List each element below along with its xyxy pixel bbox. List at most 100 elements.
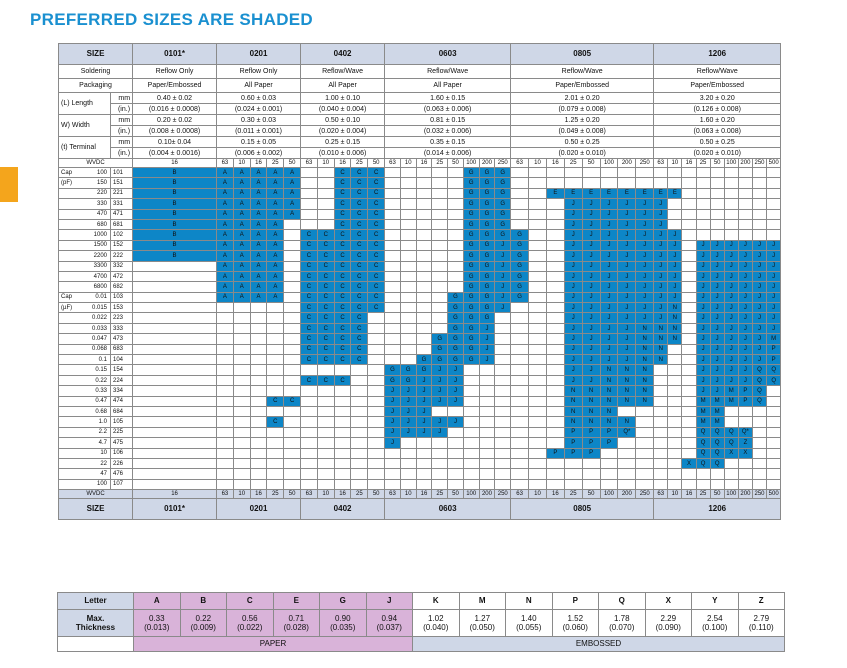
- grid-cell: J: [695, 302, 711, 314]
- length-mm: 0.40 ± 0.02: [132, 92, 218, 104]
- thickness-in: (0.037): [376, 623, 402, 632]
- voltage-cell: 100: [723, 158, 739, 168]
- grid-cell: [709, 187, 725, 200]
- grid-cell: [494, 416, 512, 428]
- grid-cell: J: [617, 229, 637, 241]
- grid-cell: [681, 333, 697, 345]
- cap-value: 0.068: [85, 343, 111, 356]
- unit-in: (in.): [109, 103, 134, 115]
- grid-cell: [216, 405, 234, 418]
- grid-cell: J: [709, 343, 725, 356]
- grid-cell: [510, 437, 530, 449]
- grid-cell: J: [653, 250, 669, 262]
- table-row: 0.22 224 C C C G G J J J J J N N N J J J J Q Q: [58, 374, 782, 387]
- thickness-mm: 0.94: [381, 613, 398, 623]
- length-in: (0.126 ± 0.008): [653, 103, 782, 115]
- grid-cell: J: [599, 343, 619, 356]
- grid-cell: [681, 447, 697, 459]
- grid-cell: C: [333, 177, 352, 189]
- grid-cell: [132, 354, 218, 366]
- thickness-in: (0.013): [144, 623, 170, 632]
- voltage-cell: 10: [232, 489, 251, 500]
- grid-cell: J: [599, 291, 619, 304]
- grid-cell: [681, 187, 697, 200]
- grid-cell: J: [415, 374, 433, 387]
- grid-cell: J: [494, 239, 512, 252]
- grid-cell: X: [737, 447, 753, 459]
- terminal-mm: 0.50 ± 0.25: [653, 136, 782, 148]
- grid-cell: C: [300, 281, 318, 293]
- grid-cell: [300, 166, 318, 179]
- grid-cell: G: [478, 291, 496, 304]
- grid-cell: J: [635, 239, 655, 252]
- voltage-cell: 200: [478, 158, 496, 168]
- grid-cell: [431, 447, 449, 459]
- terminal-mm: 0.25 ± 0.15: [300, 136, 386, 148]
- grid-cell: [431, 260, 449, 272]
- grid-cell: C: [300, 354, 318, 366]
- voltage-cell: 250: [494, 158, 512, 168]
- grid-cell: [316, 166, 335, 179]
- grid-cell: [316, 395, 335, 408]
- table-row: 2200 222 B A A A A C C C C C G G J G J J J J J J J J J J J J J: [58, 250, 782, 262]
- grid-cell: [232, 343, 251, 356]
- grid-cell: J: [494, 302, 512, 314]
- grid-cell: J: [617, 218, 637, 231]
- grid-cell: [653, 447, 669, 459]
- grid-cell: A: [283, 187, 302, 200]
- grid-cell: N: [599, 385, 619, 397]
- grid-cell: [333, 426, 352, 439]
- grid-cell: A: [283, 166, 302, 179]
- grid-cell: [249, 322, 268, 335]
- grid-cell: B: [132, 198, 218, 210]
- grid-cell: [528, 229, 547, 241]
- grid-cell: [599, 177, 619, 189]
- grid-cell: J: [581, 302, 601, 314]
- grid-cell: A: [266, 281, 285, 293]
- grid-cell: [132, 270, 218, 283]
- grid-cell: J: [723, 354, 739, 366]
- grid-cell: J: [599, 250, 619, 262]
- width-label: W) Width: [58, 114, 111, 137]
- grid-cell: J: [709, 364, 725, 376]
- grid-cell: C: [300, 343, 318, 356]
- grid-cell: [681, 478, 697, 491]
- grid-cell: J: [635, 208, 655, 220]
- blank-cell: [57, 636, 134, 652]
- grid-cell: [447, 166, 464, 179]
- grid-cell: [283, 281, 302, 293]
- grid-cell: C: [300, 250, 318, 262]
- grid-cell: M: [709, 416, 725, 428]
- voltage-cell: 25: [431, 489, 449, 500]
- grid-cell: Q: [709, 437, 725, 449]
- grid-cell: [266, 405, 285, 418]
- grid-cell: [283, 426, 302, 439]
- grid-cell: Q: [695, 457, 711, 470]
- grid-cell: [399, 270, 417, 283]
- unit-mm: mm: [109, 136, 134, 148]
- grid-cell: [545, 239, 565, 252]
- grid-cell: A: [232, 260, 251, 272]
- grid-cell: [132, 416, 218, 428]
- grid-cell: [447, 177, 464, 189]
- grid-cell: A: [249, 281, 268, 293]
- width-mm: 1.60 ± 0.20: [653, 114, 782, 126]
- grid-cell: [510, 312, 530, 324]
- grid-cell: J: [617, 322, 637, 335]
- grid-cell: [266, 354, 285, 366]
- grid-cell: A: [232, 250, 251, 262]
- grid-cell: M: [709, 405, 725, 418]
- grid-cell: [399, 198, 417, 210]
- grid-cell: [751, 177, 768, 189]
- width-mm: 0.50 ± 0.10: [300, 114, 386, 126]
- grid-cell: [751, 229, 768, 241]
- grid-cell: J: [653, 198, 669, 210]
- thickness-letter: B: [179, 592, 227, 610]
- grid-cell: C: [333, 281, 352, 293]
- grid-cell: [581, 468, 601, 480]
- grid-cell: G: [462, 218, 480, 231]
- grid-cell: G: [494, 229, 512, 241]
- voltage-cell: 50: [581, 489, 601, 500]
- grid-cell: J: [737, 260, 753, 272]
- table-row: 0.68 684 J J J N N N M M: [58, 405, 782, 418]
